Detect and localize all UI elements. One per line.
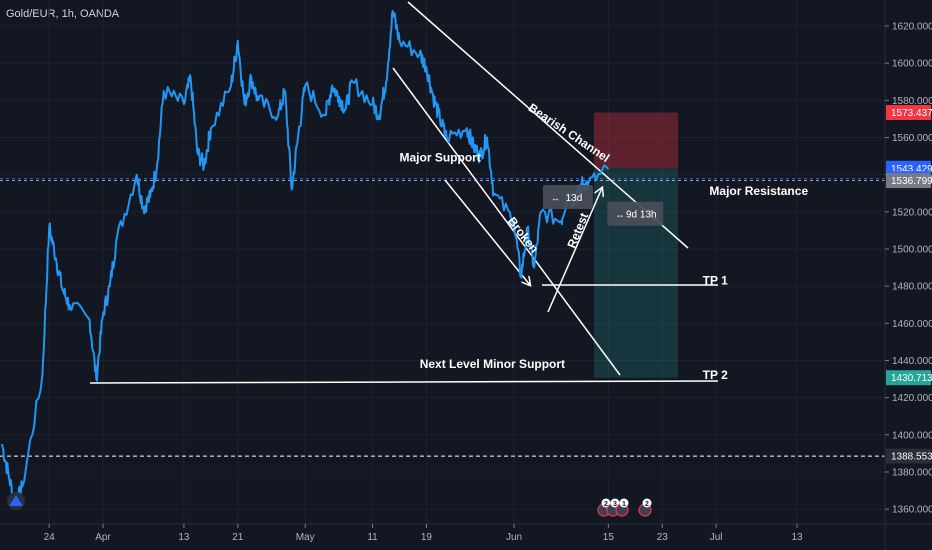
tradingview-logo-icon — [7, 492, 25, 510]
y-tick-label: 1600.000 — [892, 59, 932, 70]
measure-box-bg — [542, 184, 593, 209]
y-tick-label: 1380.000 — [892, 467, 932, 478]
event-badge-count: 2 — [604, 501, 608, 508]
y-tick-label: 1420.000 — [892, 393, 932, 404]
price-series-line — [1, 10, 610, 510]
tp2-support-line — [89, 380, 719, 384]
measure-label: 13d — [566, 193, 583, 204]
annotation-label: TP 2 — [703, 368, 728, 382]
x-tick-label: 23 — [657, 532, 669, 543]
x-tick-label: 24 — [44, 532, 56, 543]
event-badge: 2 — [638, 498, 652, 517]
retest-arrow — [547, 188, 602, 313]
x-tick-label: Jun — [506, 532, 522, 543]
price-label-text: 1573.437 — [891, 108, 932, 119]
annotation-label: TP 1 — [703, 273, 728, 287]
price-label-text: 1543.429 — [891, 164, 932, 175]
y-tick-label: 1500.000 — [892, 244, 932, 255]
y-tick-label: 1360.000 — [892, 505, 932, 516]
price-label-bg — [886, 173, 931, 189]
x-tick-label: 13 — [178, 532, 190, 543]
price-label-text: 1430.713 — [891, 373, 932, 384]
event-badge: 1 — [615, 498, 629, 517]
event-badge-count-bg — [601, 498, 611, 508]
measure-range-icon: ↔ — [615, 210, 624, 220]
series-layer — [1, 10, 610, 510]
bearish-channel-lower-line — [392, 67, 621, 376]
measure-box-bg — [607, 201, 664, 226]
measure-box: 13d ↔ — [542, 184, 593, 209]
broken-arrow — [444, 179, 530, 285]
event-badge-count-bg — [610, 498, 620, 508]
measure-box: 9d 13h↔ — [607, 201, 664, 226]
price-label-bg — [886, 370, 931, 386]
y-tick-label: 1580.000 — [892, 96, 932, 107]
x-tick-label: 19 — [421, 532, 433, 543]
y-tick-label: 1460.000 — [892, 319, 932, 330]
x-tick-label: May — [296, 532, 315, 543]
symbol-title: Gold/EUR, 1h, OANDA — [6, 8, 120, 20]
price-label: 1430.713 — [886, 370, 932, 386]
grid — [0, 0, 885, 524]
annotation-label: Next Level Minor Support — [420, 357, 565, 371]
annotation-label: Retest — [564, 211, 591, 250]
price-label-bg — [886, 105, 931, 121]
x-tick-label: 13 — [791, 532, 803, 543]
price-label-text: 1388.553 — [891, 452, 932, 463]
measure-label: 9d 13h — [626, 210, 657, 221]
y-tick-label: 1560.000 — [892, 133, 932, 144]
x-tick-label: 11 — [367, 532, 378, 543]
y-tick-label: 1480.000 — [892, 282, 932, 293]
event-badge-count: 2 — [645, 501, 649, 508]
y-tick-label: 1440.000 — [892, 356, 932, 367]
price-label-text: 1536.799 — [891, 176, 932, 187]
event-badge-count: 3 — [613, 501, 617, 508]
event-badge: 3 — [606, 498, 620, 517]
annotation-label: Major Resistance — [709, 184, 808, 198]
annotation-label: Major Support — [400, 151, 481, 165]
x-tick-label: Apr — [95, 532, 111, 543]
x-tick-label: Jul — [710, 532, 723, 543]
event-badge-count: 1 — [622, 501, 626, 508]
take-profit-zone — [594, 168, 678, 378]
event-badge-count-bg — [642, 498, 652, 508]
price-label: 1388.553 — [886, 448, 932, 464]
measure-range-icon: ↔ — [551, 193, 560, 203]
x-tick-label: 15 — [603, 532, 615, 543]
price-label: 1573.437 — [886, 105, 932, 121]
price-label: 1536.799 — [886, 173, 932, 189]
x-tick-label: 21 — [232, 532, 244, 543]
y-tick-label: 1620.000 — [892, 22, 932, 33]
y-tick-label: 1400.000 — [892, 430, 932, 441]
price-label-bg — [886, 448, 931, 464]
stop-loss-zone — [594, 112, 678, 169]
trend-lines — [0, 1, 885, 457]
event-badge-count-bg — [619, 498, 629, 508]
y-tick-label: 1520.000 — [892, 207, 932, 218]
